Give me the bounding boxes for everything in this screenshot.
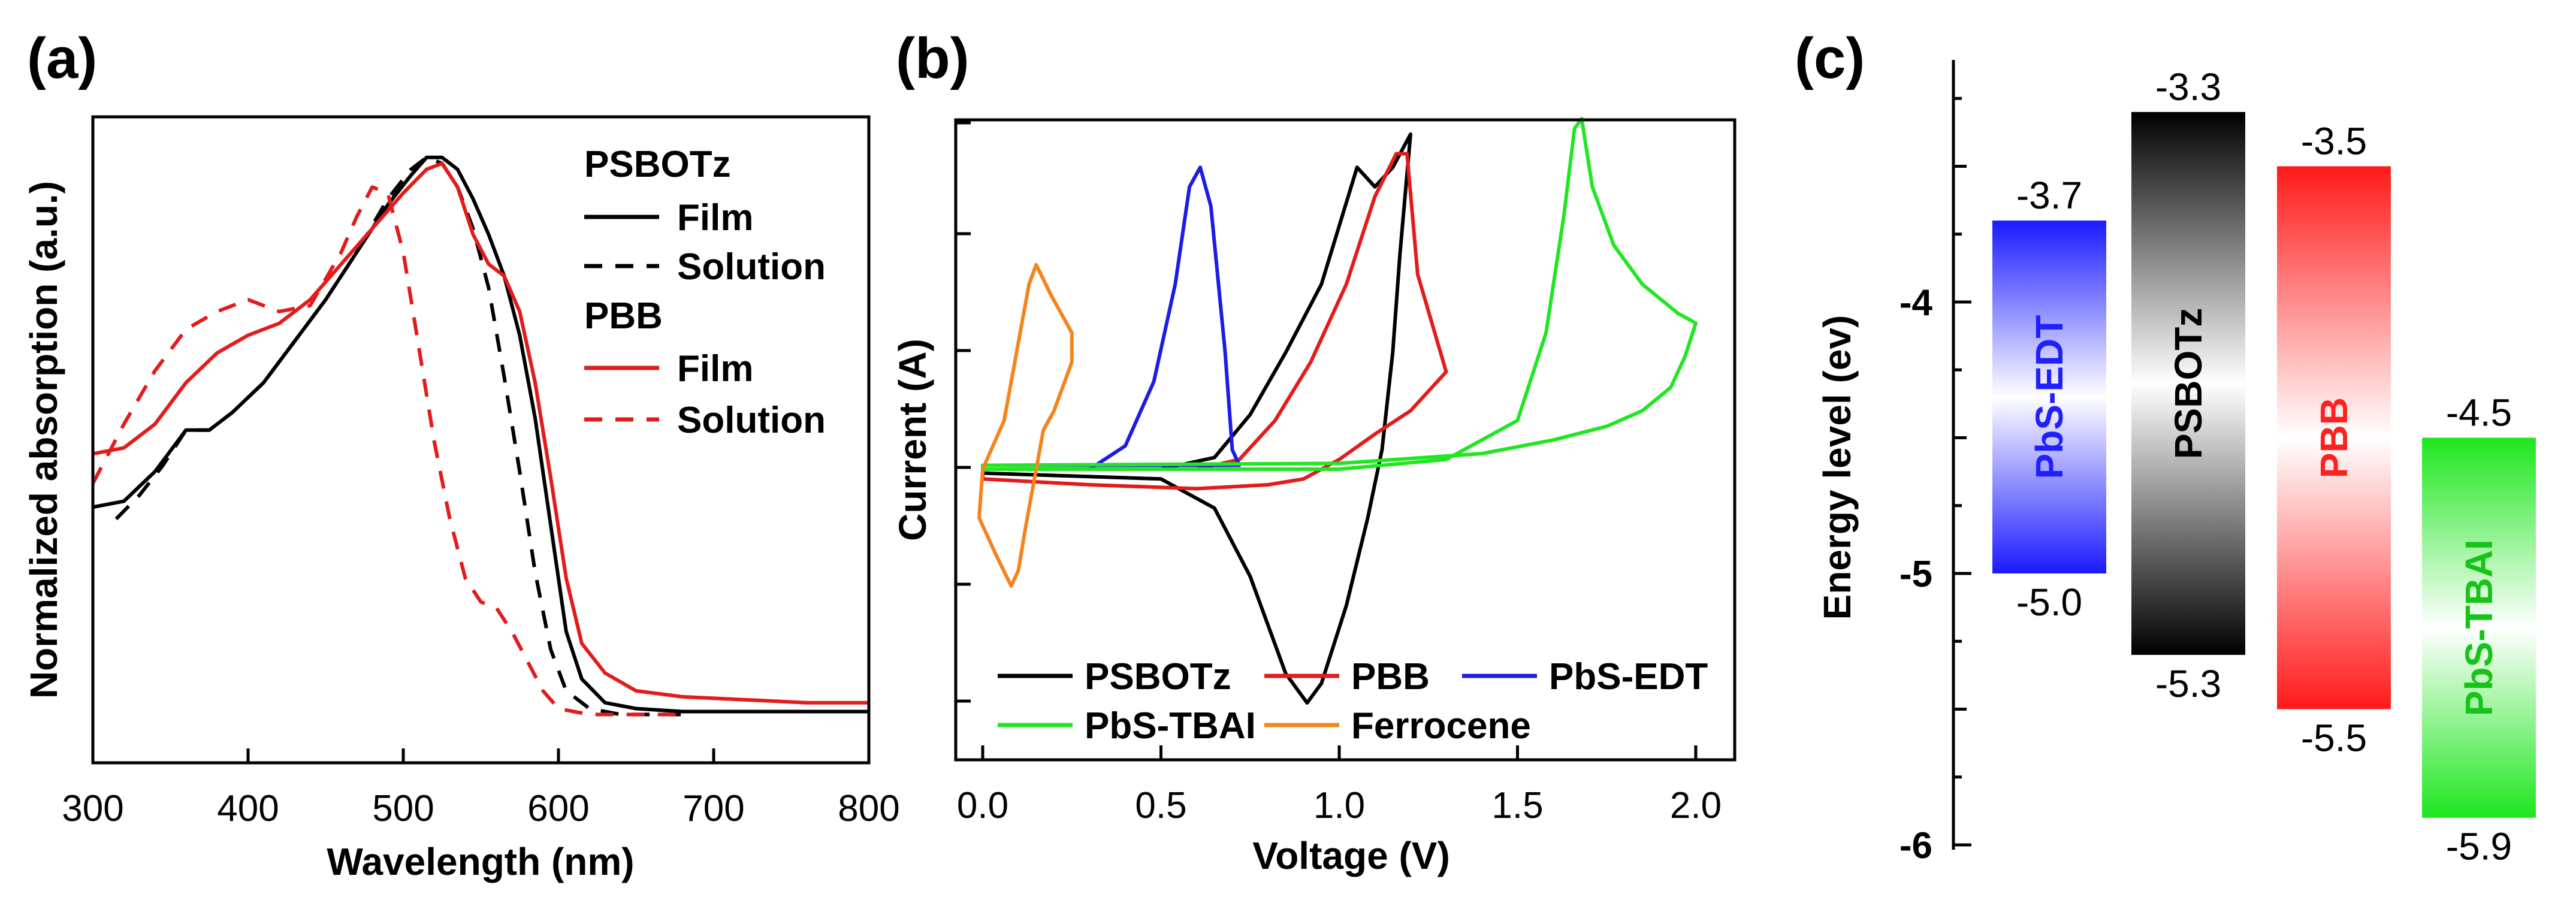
panel-b-x-ticks: 0.0 0.5 1.0 1.5 2.0 [957, 745, 1722, 826]
series-line-pbb [981, 152, 1448, 491]
lumo-level-label: -3.7 [2016, 174, 2082, 217]
panel-a: (a) 300 400 500 600 700 800 Wavelength (nm) N… [22, 26, 900, 883]
x-tick-label: 2.0 [1670, 785, 1722, 826]
legend-a-entry: Film [677, 348, 753, 389]
x-tick-label: 500 [372, 788, 434, 829]
panel-b-label: (b) [896, 26, 970, 90]
panel-a-axes-frame [91, 115, 871, 765]
x-tick-label: 600 [527, 788, 589, 829]
x-tick-label: 400 [217, 788, 279, 829]
series-line-pbb-film [92, 161, 869, 705]
energy-bar-psbotz [2131, 111, 2245, 655]
panel-c-y-ticks: -4 -5 -6 [1899, 96, 1971, 866]
homo-level-label: -5.9 [2446, 825, 2512, 868]
legend-b-entry: PSBOTz [1085, 656, 1231, 697]
homo-level-label: -5.3 [2155, 662, 2221, 705]
panel-b-axes-frame [954, 118, 1737, 762]
legend-a-group-title: PBB [584, 295, 663, 337]
homo-level-label: -5.0 [2016, 581, 2082, 624]
legend-a-group-title: PSBOTz [584, 144, 731, 185]
legend-b-entry: PbS-EDT [1549, 656, 1708, 697]
y-tick-label: -6 [1899, 825, 1932, 866]
x-tick-label: 800 [838, 788, 899, 829]
energy-bar-label: PBB [2312, 397, 2355, 478]
panel-b-series [977, 117, 1698, 705]
panel-a-legend: PSBOTz Film Solution PBB Film Solution [584, 144, 826, 441]
energy-bar-pbb [2277, 166, 2391, 709]
x-tick-label: 0.5 [1135, 785, 1186, 826]
legend-a-entry: Solution [677, 246, 826, 288]
series-line-psbotz-solution [114, 155, 683, 717]
lumo-level-label: -3.5 [2301, 120, 2367, 163]
legend-b-entry: Ferrocene [1351, 705, 1531, 747]
legend-a-entry: Solution [677, 400, 826, 441]
energy-bar-label: PbS-TBAI [2457, 539, 2500, 716]
x-tick-label: 300 [62, 788, 123, 829]
panel-c-label: (c) [1795, 26, 1865, 90]
energy-bar-label: PSBOTz [2167, 308, 2210, 459]
lumo-level-label: -4.5 [2446, 391, 2512, 434]
panel-b-y-axis-title: Current (A) [891, 339, 934, 541]
series-line-pbb-solution [91, 185, 683, 717]
panel-b-y-minor-ticks [956, 121, 971, 703]
panel-a-x-axis-title: Wavelength (nm) [327, 840, 634, 883]
x-tick-label: 1.5 [1491, 785, 1543, 826]
panel-c-y-axis-title: Energy level (ev) [1816, 315, 1859, 620]
energy-bar-pbs-tbai [2422, 437, 2536, 818]
legend-b-entry: PBB [1351, 656, 1430, 697]
panel-a-series [91, 155, 869, 717]
series-line-psbotz [981, 132, 1412, 705]
y-tick-label: -4 [1899, 282, 1933, 324]
panel-b-legend: PSBOTz PBB PbS-EDT PbS-TBAI Ferrocene [998, 656, 1708, 747]
y-tick-label: -5 [1899, 554, 1932, 595]
legend-a-entry: Film [677, 197, 753, 238]
homo-level-label: -5.5 [2301, 717, 2367, 760]
panel-a-y-axis-title: Normalized absorption (a.u.) [22, 181, 65, 699]
x-tick-label: 0.0 [957, 785, 1008, 826]
panel-c: (c) -4 -5 -6 Energy level (ev) PbS-EDT -3.7… [1795, 26, 2536, 868]
series-line-ferrocene [977, 262, 1074, 588]
energy-bar-pbs-edt [1992, 221, 2106, 574]
energy-bar-label: PbS-EDT [2028, 315, 2071, 479]
lumo-level-label: -3.3 [2155, 65, 2221, 108]
panel-b-x-axis-title: Voltage (V) [1252, 834, 1450, 877]
panel-a-x-ticks: 300 400 500 600 700 800 [62, 748, 900, 829]
panel-a-label: (a) [27, 26, 97, 90]
x-tick-label: 1.0 [1313, 785, 1365, 826]
series-line-pbs-tbai [981, 117, 1698, 471]
panel-b: (b) 0.0 0.5 1.0 1.5 2.0 Voltage (V) Current … [891, 26, 1737, 877]
panel-c-bars: PbS-EDT -3.7 -5.0 PSBOTz -3.3 -5.3 PBB -3.5 -5.5… [1992, 65, 2536, 868]
legend-b-entry: PbS-TBAI [1085, 705, 1256, 747]
x-tick-label: 700 [682, 788, 744, 829]
